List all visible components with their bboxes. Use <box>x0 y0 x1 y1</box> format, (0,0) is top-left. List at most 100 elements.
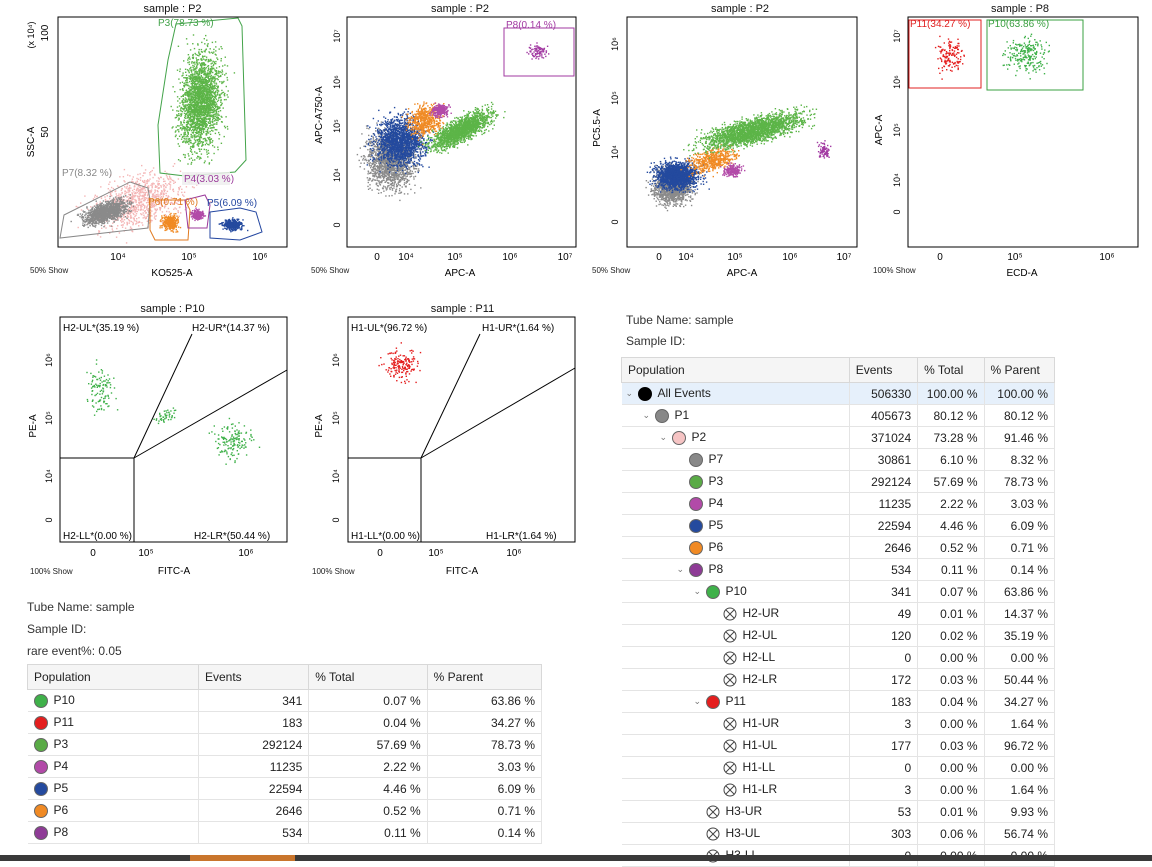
tree-row[interactable]: H1-UR 3 0.00 % 1.64 % <box>621 712 1056 735</box>
population-color-icon <box>705 694 720 709</box>
plot1-xlabel: KO525-A <box>151 268 192 279</box>
plot6-ytick: 10⁶ <box>331 353 341 367</box>
population-cell: H3-UR <box>621 800 850 823</box>
col-header[interactable]: Population <box>27 664 199 690</box>
plot1-title: sample : P2 <box>143 3 202 15</box>
table-row[interactable]: P6 2646 0.52 % 0.71 % <box>27 799 543 822</box>
population-name: P10 <box>53 693 75 708</box>
tree-row[interactable]: H1-UL 177 0.03 % 96.72 % <box>621 734 1056 757</box>
population-name: P11 <box>725 694 746 709</box>
gate-label-p4: P4(3.03 %) <box>184 174 234 185</box>
right-tube-name: Tube Name: sample <box>626 313 734 327</box>
chevron-down-icon[interactable]: ⌄ <box>693 586 702 597</box>
population-cell: P3 <box>27 733 199 756</box>
plot2-xtick: 10⁵ <box>447 252 462 263</box>
tree-row[interactable]: ⌄ P1 405673 80.12 % 80.12 % <box>621 404 1056 427</box>
col-header[interactable]: % Parent <box>426 664 543 690</box>
chevron-down-icon[interactable]: ⌄ <box>676 564 685 575</box>
tree-row[interactable]: ⌄ All Events 506330 100.00 % 100.00 % <box>621 382 1056 405</box>
tree-row[interactable]: H3-UL 303 0.06 % 56.74 % <box>621 822 1056 845</box>
plot5-ylabel: PE-A <box>28 414 39 438</box>
plot2-xtick: 10⁶ <box>502 252 517 263</box>
plot1-ytick: 50 <box>40 126 51 138</box>
tree-row[interactable]: ⌄ P10 341 0.07 % 63.86 % <box>621 580 1056 603</box>
tree-row[interactable]: H2-LR 172 0.03 % 50.44 % <box>621 668 1056 691</box>
plot5-ytick: 10⁵ <box>44 411 54 425</box>
col-header[interactable]: % Parent <box>983 357 1056 383</box>
plot6-show: 100% Show <box>312 567 355 576</box>
col-header[interactable]: % Total <box>308 664 428 690</box>
plot5-title: sample : P10 <box>140 303 205 315</box>
quad-label-lr: H2-LR*(50.44 %) <box>194 531 270 542</box>
population-color-icon <box>33 737 48 752</box>
plot3-dots <box>645 104 832 212</box>
tree-row[interactable]: H2-LL 0 0.00 % 0.00 % <box>621 646 1056 669</box>
table-row[interactable]: P5 22594 4.46 % 6.09 % <box>27 777 543 800</box>
table-row[interactable]: P11 183 0.04 % 34.27 % <box>27 711 543 734</box>
plot4-xtick: 10⁵ <box>1007 252 1022 263</box>
events-cell: 371024 <box>849 426 919 449</box>
plot3-xtick: 10⁴ <box>678 252 693 263</box>
population-name: P1 <box>674 408 690 423</box>
gate-label-p6: P6(0.71 %) <box>148 197 198 208</box>
tree-row[interactable]: P7 30861 6.10 % 8.32 % <box>621 448 1056 471</box>
plot6-xtick: 0 <box>377 548 383 559</box>
tree-row[interactable]: ⌄ P8 534 0.11 % 0.14 % <box>621 558 1056 581</box>
col-header[interactable]: % Total <box>917 357 985 383</box>
tree-row[interactable]: P5 22594 4.46 % 6.09 % <box>621 514 1056 537</box>
plot3-xlabel: APC-A <box>727 268 758 279</box>
parent-cell: 6.09 % <box>427 777 543 800</box>
tree-row[interactable]: H2-UR 49 0.01 % 14.37 % <box>621 602 1056 625</box>
tree-row[interactable]: P4 11235 2.22 % 3.03 % <box>621 492 1056 515</box>
tree-row[interactable]: H1-LL 0 0.00 % 0.00 % <box>621 756 1056 779</box>
plot1-xtick: 10⁴ <box>110 252 125 263</box>
tree-row[interactable]: P3 292124 57.69 % 78.73 % <box>621 470 1056 493</box>
plot4-svg[interactable]: P11(34.27 %) P10(63.86 %) APC-A 10⁷ 10⁶ … <box>862 0 1152 290</box>
chevron-down-icon[interactable]: ⌄ <box>693 696 702 707</box>
parent-cell: 63.86 % <box>984 580 1056 603</box>
plot1-xtick: 10⁶ <box>252 252 267 263</box>
tree-row[interactable]: H2-UL 120 0.02 % 35.19 % <box>621 624 1056 647</box>
plot1-ylabel: SSC-A <box>26 126 37 157</box>
chevron-down-icon[interactable]: ⌄ <box>642 410 651 421</box>
quadrant-gate-icon <box>723 739 736 753</box>
population-cell: P6 <box>27 799 199 822</box>
parent-cell: 0.14 % <box>427 821 543 844</box>
events-cell: 53 <box>849 800 919 823</box>
table-row[interactable]: P10 341 0.07 % 63.86 % <box>27 689 543 712</box>
plot2-svg[interactable]: P8(0.14 %) APC-A750-A 10⁷ 10⁶ 10⁵ 10⁴ 0 … <box>300 0 585 290</box>
tree-row[interactable]: P6 2646 0.52 % 0.71 % <box>621 536 1056 559</box>
plot6-xtick: 10⁵ <box>428 548 443 559</box>
tree-row[interactable]: ⌄ P11 183 0.04 % 34.27 % <box>621 690 1056 713</box>
tree-row[interactable]: H3-UR 53 0.01 % 9.93 % <box>621 800 1056 823</box>
col-header[interactable]: Population <box>621 357 850 383</box>
chevron-down-icon[interactable]: ⌄ <box>625 388 634 399</box>
total-cell: 0.03 % <box>917 734 985 757</box>
plot1-svg[interactable]: P3(78.73 %) P7(8.32 %) P4(3.03 %) P6(0.7… <box>0 0 300 290</box>
plot1-show: 50% Show <box>30 266 69 275</box>
table-row[interactable]: P4 11235 2.22 % 3.03 % <box>27 755 543 778</box>
table-row[interactable]: P8 534 0.11 % 0.14 % <box>27 821 543 844</box>
plot6-ylabel: PE-A <box>314 414 325 438</box>
plot6-svg[interactable]: H1-UL*(96.72 %) H1-UR*(1.64 %) H1-LL*(0.… <box>290 300 580 590</box>
col-header[interactable]: Events <box>197 664 310 690</box>
tree-row[interactable]: H1-LR 3 0.00 % 1.64 % <box>621 778 1056 801</box>
plot2-show: 50% Show <box>311 266 350 275</box>
plot5-ytick: 10⁴ <box>44 469 54 483</box>
plot5-svg[interactable]: H2-UL*(35.19 %) H2-UR*(14.37 %) H2-LL*(0… <box>0 300 300 590</box>
gate-label-p10: P10(63.86 %) <box>988 19 1049 30</box>
gate-p11 <box>908 19 982 89</box>
parent-cell: 0.71 % <box>427 799 543 822</box>
gate-label-p8: P8(0.14 %) <box>506 20 556 31</box>
table-row[interactable]: P3 292124 57.69 % 78.73 % <box>27 733 543 756</box>
tree-row[interactable]: ⌄ P2 371024 73.28 % 91.46 % <box>621 426 1056 449</box>
population-name: H2-LL <box>742 650 776 665</box>
plot4-ytick: 10⁶ <box>892 75 902 89</box>
quad-label-ur: H1-UR*(1.64 %) <box>482 323 554 334</box>
plot4-xtick: 10⁶ <box>1099 252 1114 263</box>
col-header[interactable]: Events <box>848 357 919 383</box>
chevron-down-icon[interactable]: ⌄ <box>659 432 668 443</box>
total-cell: 0.01 % <box>917 800 985 823</box>
plot3-svg[interactable]: PC5.5-A 10⁶ 10⁵ 10⁴ 0 0 10⁴ 10⁵ 10⁶ 10⁷ … <box>582 0 867 290</box>
population-color-icon <box>705 584 720 599</box>
